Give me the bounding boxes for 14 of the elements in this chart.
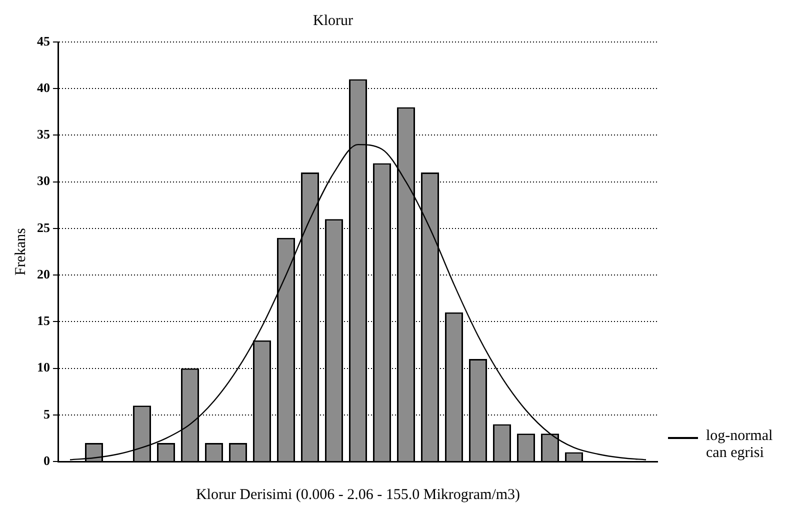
y-tick-label: 30: [37, 173, 50, 188]
legend-label: log-normal can egrisi: [706, 428, 774, 462]
y-axis-title: Frekans: [12, 228, 29, 276]
y-tick-label: 25: [37, 220, 50, 235]
y-tick-label: 5: [44, 406, 50, 422]
y-tick-label: 20: [37, 266, 50, 282]
y-tick-label: 35: [37, 126, 50, 142]
y-tick-label: 45: [37, 33, 50, 48]
y-tick-label: 40: [37, 80, 50, 95]
y-tick-label: 0: [44, 452, 50, 468]
x-axis-title: Klorur Derisimi (0.006 - 2.06 - 155.0 Mikrogram/m3): [196, 486, 520, 503]
y-tick-label: 10: [37, 360, 50, 375]
chart-title: Klorur: [313, 12, 353, 29]
y-tick-label: 15: [37, 313, 50, 328]
